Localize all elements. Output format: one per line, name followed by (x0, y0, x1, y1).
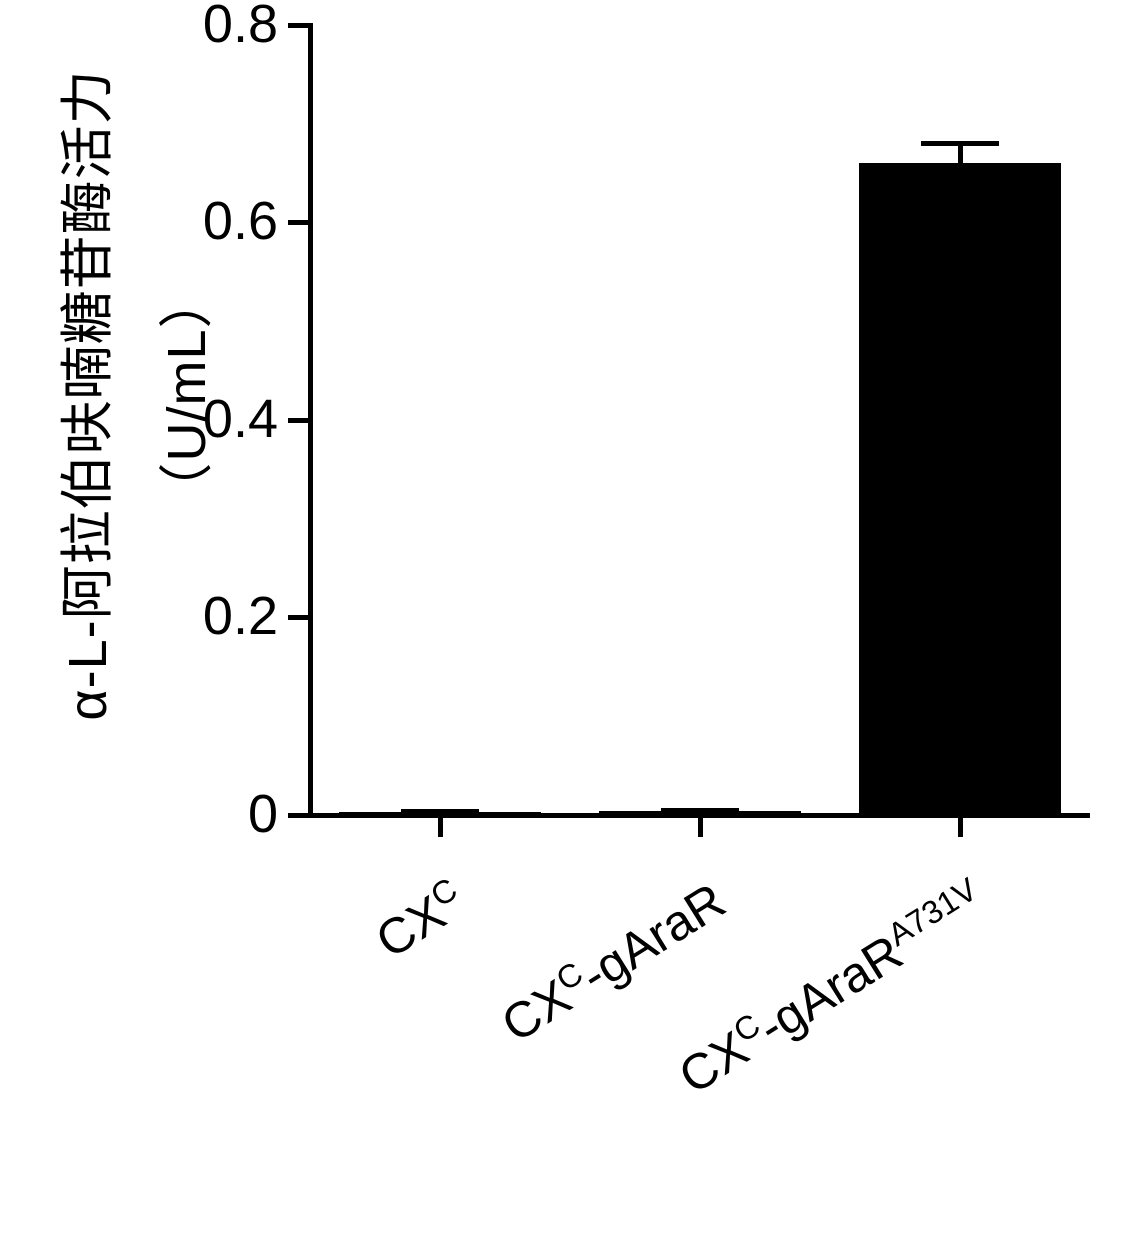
y-tick (288, 615, 310, 620)
y-tick (288, 220, 310, 225)
plot-area: 00.20.40.60.8CXCCXC-gAraRCXC-gAraRA731V (310, 25, 1090, 815)
bar (859, 163, 1062, 815)
y-tick (288, 23, 310, 28)
error-bar-cap (921, 141, 998, 146)
x-tick (958, 815, 963, 837)
y-tick-label: 0 (128, 783, 278, 845)
y-tick (288, 418, 310, 423)
error-bar-cap (661, 808, 738, 813)
error-bar-stem (958, 144, 963, 164)
y-tick-label: 0.2 (128, 585, 278, 647)
y-axis-title-line1: α-L-阿拉伯呋喃糖苷酶活力 (57, 0, 119, 810)
y-tick (288, 813, 310, 818)
y-tick-label: 0.6 (128, 190, 278, 252)
bar-chart: α-L-阿拉伯呋喃糖苷酶活力 （U/mL） 00.20.40.60.8CXCCX… (0, 0, 1123, 1107)
x-tick (698, 815, 703, 837)
y-tick-label: 0.8 (128, 0, 278, 55)
x-tick (438, 815, 443, 837)
y-tick-label: 0.4 (128, 388, 278, 450)
error-bar-cap (401, 809, 478, 814)
